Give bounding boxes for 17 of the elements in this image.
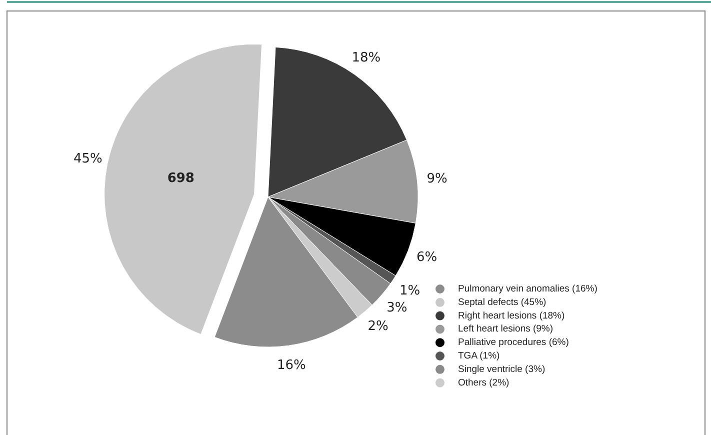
data-label: 9% [426, 171, 448, 186]
legend-label: Septal defects (45%) [458, 296, 546, 308]
legend-label: Others (2%) [458, 377, 510, 388]
legend-label: TGA (1%) [458, 350, 500, 362]
data-label: 1% [400, 283, 420, 298]
legend-label: Right heart lesions (18%) [458, 310, 565, 322]
data-label: 45% [73, 152, 102, 167]
legend-label: Single ventricle (3%) [458, 364, 546, 375]
data-label: 3% [386, 300, 408, 316]
legend-label: Palliative procedures (6%) [458, 337, 569, 348]
data-label: 16% [277, 358, 306, 373]
data-label: 6% [416, 250, 438, 266]
data-label: 2% [368, 319, 388, 334]
text: 698 [167, 171, 194, 186]
legend-label: Pulmonary vein anomalies (16%) [458, 284, 598, 295]
data-label: 18% [352, 50, 381, 66]
legend-label: Left heart lesions (9%) [458, 324, 554, 335]
